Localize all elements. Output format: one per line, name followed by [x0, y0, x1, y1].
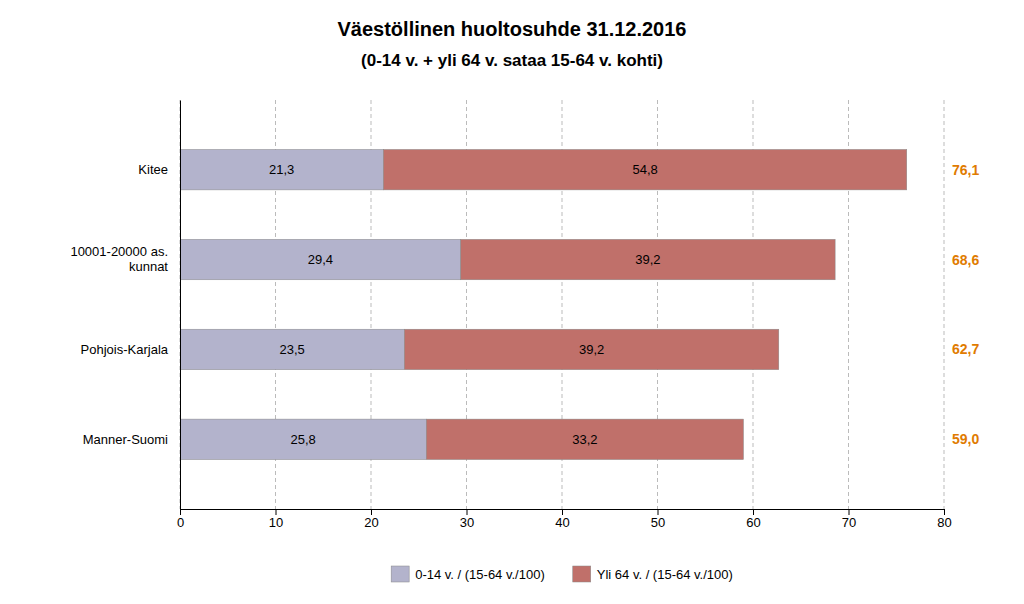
total-label: 62,7 [952, 341, 979, 357]
data-labels: 21,3 29,4 23,5 25,8 54,8 39,2 39,2 33,2 [269, 162, 661, 447]
legend-item: Yli 64 v. / (15-64 v./100) [573, 566, 733, 582]
x-tick: 70 [842, 509, 856, 530]
x-tick-label: 80 [937, 515, 951, 530]
grid-line [180, 100, 181, 509]
y-tick-label: Kitee [138, 162, 168, 177]
x-tick-label: 30 [460, 515, 474, 530]
x-tick: 20 [364, 509, 378, 530]
total-label: 68,6 [952, 252, 979, 268]
x-tick-label: 50 [651, 515, 665, 530]
legend-label: 0-14 v. / (15-64 v./100) [415, 567, 545, 582]
y-tick: Kitee [138, 162, 180, 177]
x-tick-mark [753, 509, 754, 515]
x-tick-label: 70 [842, 515, 856, 530]
x-tick-label: 60 [746, 515, 760, 530]
x-tick-label: 0 [177, 515, 184, 530]
x-tick-mark [467, 509, 468, 515]
legend-swatch [391, 566, 409, 582]
x-tick: 60 [746, 509, 760, 530]
title: Väestöllinen huoltosuhde 31.12.2016 [337, 18, 686, 40]
bar [426, 419, 743, 459]
data-label: 39,2 [579, 342, 604, 357]
x-tick-mark [276, 509, 277, 515]
y-tick: 10001-20000 as.kunnat [70, 244, 180, 274]
y-axis-line [180, 101, 181, 510]
legend-item: 0-14 v. / (15-64 v./100) [391, 566, 545, 582]
y-axis: Kitee 10001-20000 as.kunnat Pohjois-Karjal… [70, 101, 180, 510]
x-tick: 80 [937, 509, 951, 530]
x-tick-mark [371, 509, 372, 515]
x-tick: 50 [651, 509, 665, 530]
data-label: 25,8 [291, 432, 316, 447]
subtitle: (0-14 v. + yli 64 v. sataa 15-64 v. koht… [361, 51, 663, 70]
x-tick-label: 20 [364, 515, 378, 530]
legend-label: Yli 64 v. / (15-64 v./100) [597, 567, 733, 582]
bars [180, 149, 907, 459]
bar [461, 239, 835, 279]
y-tick: Manner-Suomi [83, 431, 180, 446]
y-tick-label: 10001-20000 as.kunnat [70, 244, 168, 274]
plot: 21,3 29,4 23,5 25,8 54,8 39,2 39,2 33,2 76,1 68,6… [70, 100, 979, 530]
x-tick-mark [562, 509, 563, 515]
legend-swatch [573, 566, 591, 582]
data-label: 23,5 [280, 342, 305, 357]
x-tick-label: 40 [555, 515, 569, 530]
x-tick: 40 [555, 509, 569, 530]
x-tick-label: 10 [269, 515, 283, 530]
x-tick-mark [944, 509, 945, 515]
totals: 76,1 68,6 62,7 59,0 [952, 162, 979, 448]
bar [180, 329, 404, 369]
bar [383, 149, 906, 189]
bar [404, 329, 778, 369]
grid-line [944, 100, 945, 509]
total-label: 76,1 [952, 162, 979, 178]
grid [180, 100, 944, 509]
total-label: 59,0 [952, 431, 979, 447]
x-axis: 0 10 20 30 40 50 60 70 80 [177, 509, 952, 530]
y-tick-label: Manner-Suomi [83, 431, 168, 446]
x-tick-mark [849, 509, 850, 515]
x-tick: 30 [460, 509, 474, 530]
data-label: 39,2 [635, 252, 660, 267]
y-tick-label: Pohjois-Karjala [81, 342, 169, 357]
data-label: 54,8 [632, 162, 657, 177]
data-label: 21,3 [269, 162, 294, 177]
data-label: 29,4 [308, 252, 333, 267]
x-tick-mark [180, 509, 181, 515]
data-label: 33,2 [572, 432, 597, 447]
x-tick: 0 [177, 509, 184, 530]
x-axis-line [181, 510, 945, 516]
bar [180, 419, 426, 459]
chart: Väestöllinen huoltosuhde 31.12.2016 (0-14… [0, 0, 1024, 604]
x-tick: 10 [269, 509, 283, 530]
bar [180, 239, 461, 279]
bar [180, 149, 383, 189]
legend: 0-14 v. / (15-64 v./100) Yli 64 v. / (15-… [391, 566, 733, 582]
y-tick: Pohjois-Karjala [81, 342, 180, 357]
x-tick-mark [658, 509, 659, 515]
